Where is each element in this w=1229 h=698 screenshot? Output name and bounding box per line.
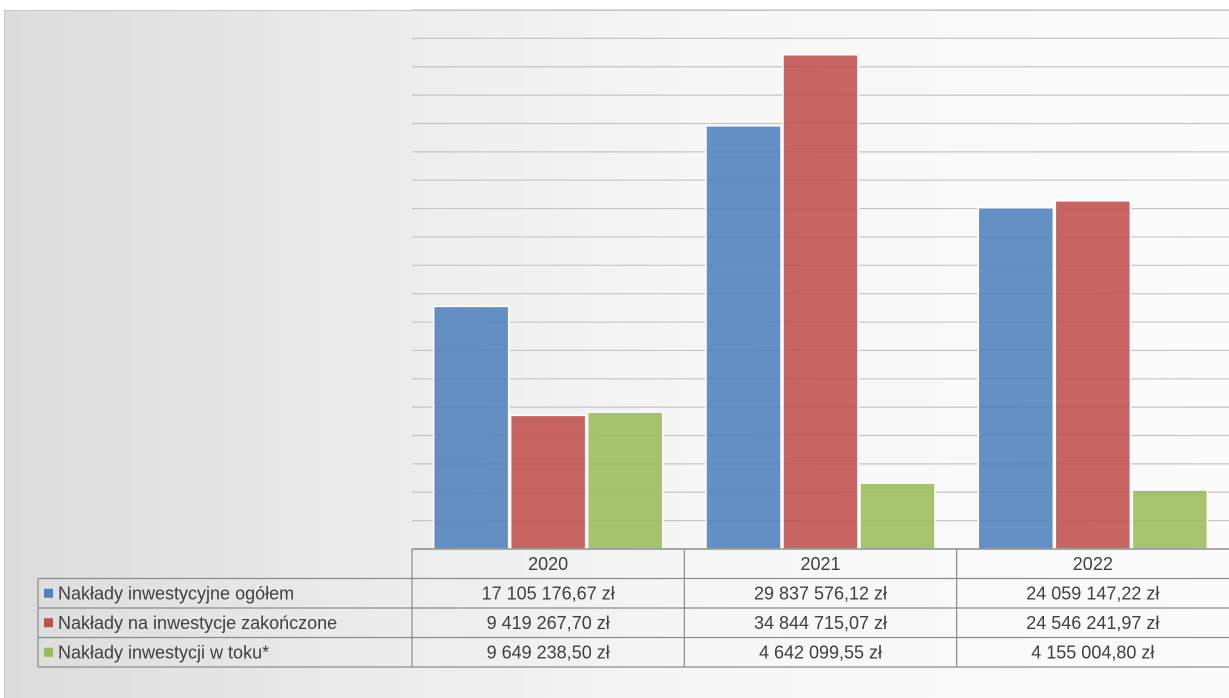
bar-2021-series-1: [705, 125, 782, 550]
category-label-2021: 2021: [800, 554, 840, 574]
legend-key-series-1: [44, 588, 53, 598]
data-label-2022-series-3: 4 155 004,80 zł: [1031, 642, 1154, 662]
data-label-2021-series-3: 4 642 099,55 zł: [759, 642, 882, 662]
data-label-2020-series-2: 9 419 267,70 zł: [487, 613, 610, 633]
series-name-3: Nakłady inwestycji w toku*: [58, 642, 269, 662]
legend-key-series-2: [44, 618, 53, 628]
bar-2022-series-1: [977, 206, 1055, 550]
data-label-2020-series-3: 9 649 238,50 zł: [487, 642, 610, 662]
bar-2020-series-1: [432, 305, 510, 550]
bar-2020-series-3: [586, 411, 664, 550]
bar-2020-series-2: [509, 414, 587, 550]
category-label-2020: 2020: [528, 554, 568, 574]
series-name-1: Nakłady inwestycyjne ogółem: [58, 583, 294, 603]
data-table: 2020 2021 2022 Nakłady inwestycyjne ogółem 1…: [37, 548, 1229, 668]
bar-2021-series-2: [782, 54, 859, 550]
category-label-2022: 2022: [1073, 554, 1113, 574]
legend-key-series-3: [44, 647, 53, 657]
bar-2022-series-2: [1054, 200, 1132, 550]
bar-2021-series-3: [859, 482, 936, 550]
data-label-2020-series-1: 17 105 176,67 zł: [482, 583, 615, 603]
data-label-2021-series-1: 29 837 576,12 zł: [754, 583, 887, 603]
bars: [432, 54, 1209, 550]
bar-2022-series-3: [1131, 489, 1209, 550]
series-name-2: Nakłady na inwestycje zakończone: [58, 613, 337, 633]
data-label-2022-series-1: 24 059 147,22 zł: [1026, 583, 1159, 603]
data-label-2022-series-2: 24 546 241,97 zł: [1026, 613, 1159, 633]
data-label-2021-series-2: 34 844 715,07 zł: [754, 613, 887, 633]
